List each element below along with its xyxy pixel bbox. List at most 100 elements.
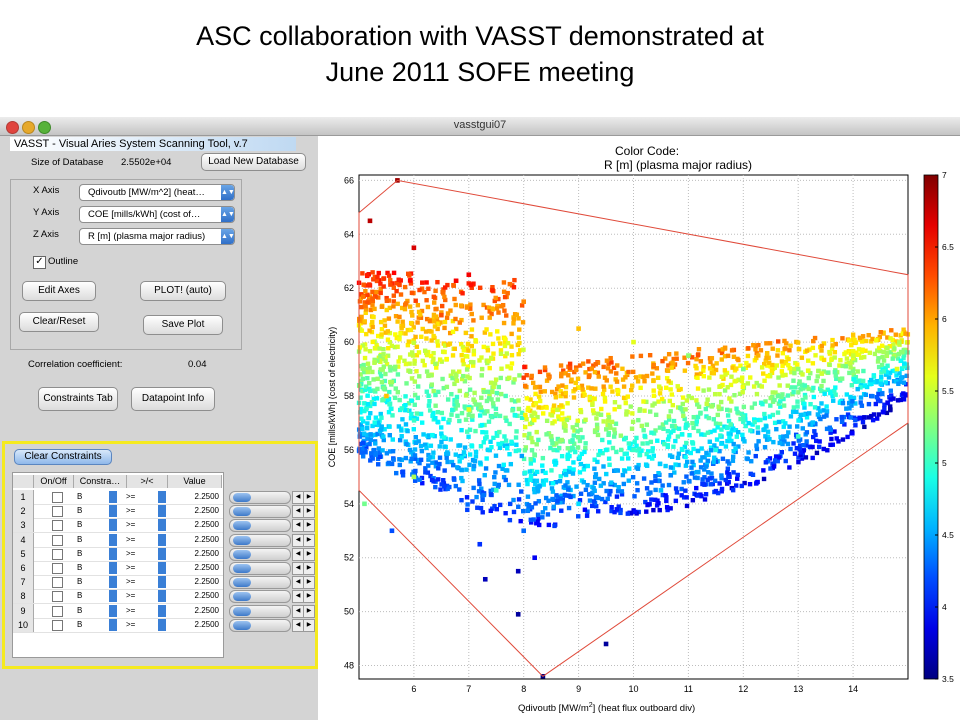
constraint-param-select[interactable]: B [77,562,117,574]
slider-thumb[interactable] [233,620,251,630]
constraint-value[interactable]: 2.2500 [194,520,219,530]
arrow-right-icon[interactable]: ▶ [303,519,315,533]
scatter-chart[interactable]: 6 7 8 9 10 11 12 13 1448505254565860626466Color … [318,136,960,720]
outline-checkbox[interactable]: ✓ [33,256,46,269]
constraint-slider[interactable]: ◀ ▶ [229,505,315,519]
arrow-left-icon[interactable]: ◀ [292,547,304,561]
clear-reset-button[interactable]: Clear/Reset [19,312,99,332]
arrow-right-icon[interactable]: ▶ [303,505,315,519]
slider-thumb[interactable] [233,606,251,616]
constraint-param-select[interactable]: B [77,519,117,532]
slider-track[interactable] [229,491,291,504]
constraint-on-checkbox[interactable] [52,506,63,518]
datapoint-info-button[interactable]: Datapoint Info [131,387,215,411]
x-axis-select[interactable]: Qdivoutb [MW/m^2] (heat… ▲▼ [79,184,235,201]
constraint-op-select[interactable]: >= [126,590,166,603]
constraint-slider[interactable]: ◀ ▶ [229,618,315,632]
constraint-value[interactable]: 2.2500 [194,605,219,615]
constraint-on-checkbox[interactable] [52,619,63,631]
slider-track[interactable] [229,576,291,590]
constraint-on-checkbox[interactable] [52,605,63,617]
zoom-window-icon[interactable] [38,121,51,134]
constraint-param-select[interactable]: B [77,590,117,603]
edit-axes-button[interactable]: Edit Axes [22,281,96,301]
constraint-op-select[interactable]: >= [126,604,166,617]
constraint-op-select[interactable]: >= [126,576,166,589]
slider-track[interactable] [229,604,291,618]
slider-thumb[interactable] [233,507,251,517]
constraints-tab-button[interactable]: Constraints Tab [38,387,118,411]
constraint-on-checkbox[interactable] [52,563,63,574]
constraint-op-select[interactable]: >= [126,519,166,532]
clear-constraints-button[interactable]: Clear Constraints [14,449,112,465]
constraint-slider[interactable]: ◀ ▶ [229,590,315,604]
minimize-window-icon[interactable] [22,121,35,134]
plot-button[interactable]: PLOT! (auto) [140,281,226,301]
arrow-left-icon[interactable]: ◀ [292,491,304,504]
slider-track[interactable] [229,547,291,561]
constraint-value[interactable]: 2.2500 [194,534,219,544]
arrow-right-icon[interactable]: ▶ [303,491,315,504]
arrow-left-icon[interactable]: ◀ [292,505,304,519]
slider-thumb[interactable] [233,535,251,545]
constraint-slider[interactable]: ◀ ▶ [229,604,315,618]
constraint-on-checkbox[interactable] [52,577,63,589]
constraint-op-select[interactable]: >= [126,505,166,518]
constraint-slider[interactable]: ◀ ▶ [229,519,315,533]
arrow-left-icon[interactable]: ◀ [292,576,304,590]
constraint-on-checkbox[interactable] [52,548,63,560]
constraint-on-checkbox[interactable] [52,492,63,503]
constraint-op-select[interactable]: >= [126,533,166,546]
constraint-value[interactable]: 2.2500 [194,492,219,501]
arrow-right-icon[interactable]: ▶ [303,604,315,618]
arrow-left-icon[interactable]: ◀ [292,562,304,575]
arrow-right-icon[interactable]: ▶ [303,590,315,604]
constraint-op-select[interactable]: >= [126,491,166,503]
slider-thumb[interactable] [233,549,251,559]
constraint-slider[interactable]: ◀ ▶ [229,547,315,561]
constraint-param-select[interactable]: B [77,618,117,631]
constraint-param-select[interactable]: B [77,491,117,503]
constraint-slider[interactable]: ◀ ▶ [229,491,315,504]
arrow-right-icon[interactable]: ▶ [303,618,315,632]
slider-thumb[interactable] [233,592,251,602]
constraint-op-select[interactable]: >= [126,547,166,560]
load-database-button[interactable]: Load New Database [201,153,306,171]
slider-track[interactable] [229,505,291,519]
save-plot-button[interactable]: Save Plot [143,315,223,335]
constraint-param-select[interactable]: B [77,533,117,546]
constraint-value[interactable]: 2.2500 [194,577,219,587]
slider-thumb[interactable] [233,578,251,588]
constraint-value[interactable]: 2.2500 [194,619,219,629]
slider-thumb[interactable] [233,521,251,531]
constraint-value[interactable]: 2.2500 [194,591,219,601]
constraint-param-select[interactable]: B [77,547,117,560]
constraint-value[interactable]: 2.2500 [194,563,219,572]
arrow-right-icon[interactable]: ▶ [303,576,315,590]
constraint-param-select[interactable]: B [77,604,117,617]
constraint-param-select[interactable]: B [77,505,117,518]
constraint-value[interactable]: 2.2500 [194,506,219,516]
slider-track[interactable] [229,533,291,547]
slider-track[interactable] [229,590,291,604]
constraint-on-checkbox[interactable] [52,591,63,603]
constraint-slider[interactable]: ◀ ▶ [229,562,315,575]
constraint-op-select[interactable]: >= [126,618,166,631]
constraint-param-select[interactable]: B [77,576,117,589]
z-axis-select[interactable]: R [m] (plasma major radius) ▲▼ [79,228,235,245]
constraint-on-checkbox[interactable] [52,534,63,546]
close-window-icon[interactable] [6,121,19,134]
slider-track[interactable] [229,562,291,575]
slider-thumb[interactable] [233,564,251,573]
constraint-op-select[interactable]: >= [126,562,166,574]
arrow-right-icon[interactable]: ▶ [303,533,315,547]
arrow-right-icon[interactable]: ▶ [303,562,315,575]
constraint-value[interactable]: 2.2500 [194,548,219,558]
slider-thumb[interactable] [233,493,251,502]
slider-track[interactable] [229,519,291,533]
constraint-slider[interactable]: ◀ ▶ [229,533,315,547]
constraint-slider[interactable]: ◀ ▶ [229,576,315,590]
slider-track[interactable] [229,618,291,632]
arrow-right-icon[interactable]: ▶ [303,547,315,561]
constraint-on-checkbox[interactable] [52,520,63,532]
